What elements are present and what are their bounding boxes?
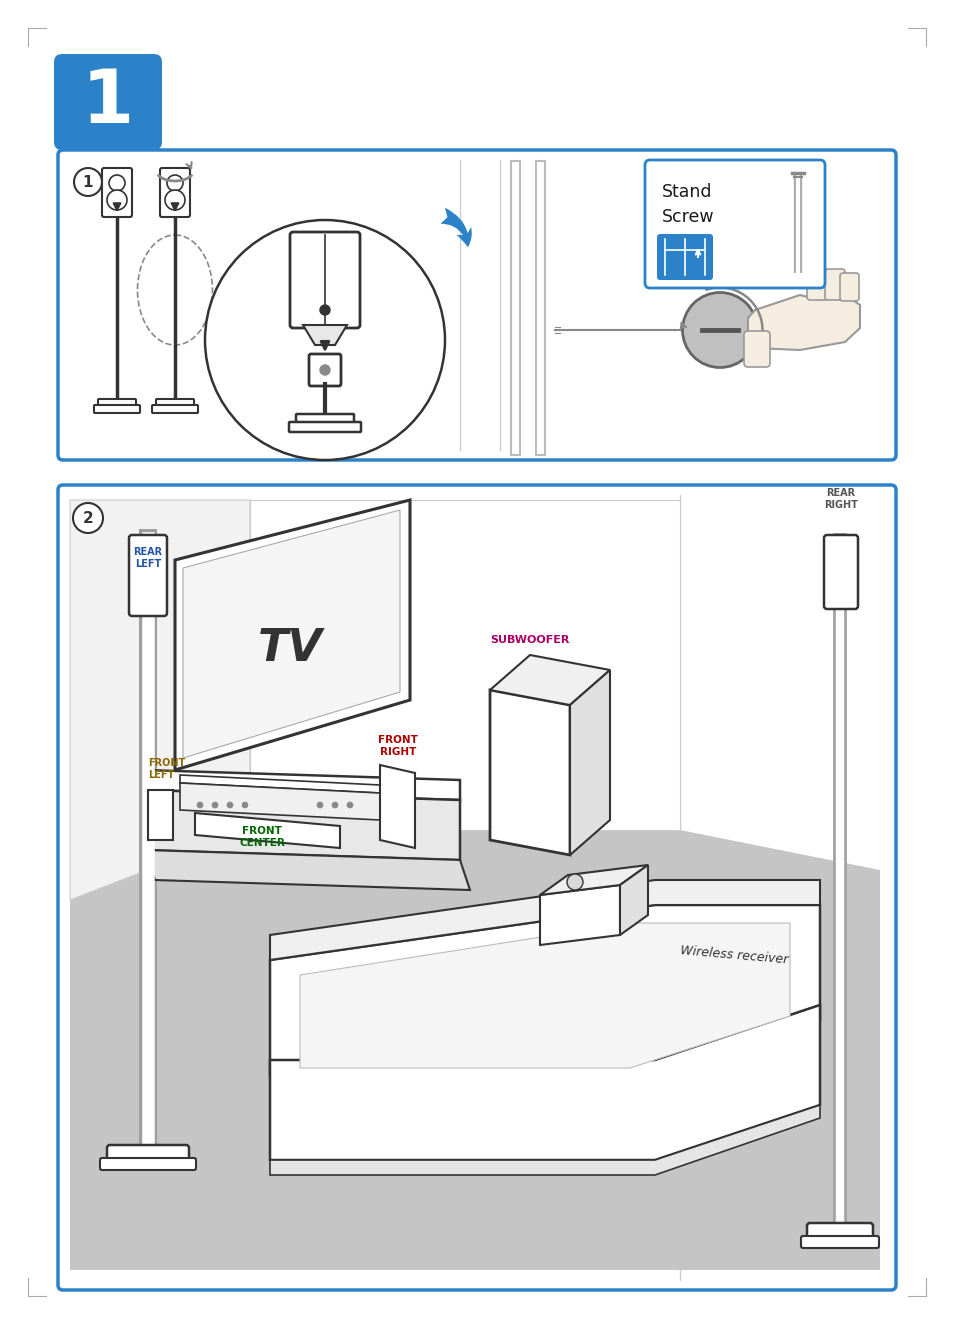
Polygon shape — [270, 880, 820, 960]
FancyBboxPatch shape — [54, 54, 162, 150]
Polygon shape — [70, 500, 250, 900]
FancyBboxPatch shape — [824, 269, 844, 301]
Polygon shape — [539, 884, 619, 945]
FancyBboxPatch shape — [743, 331, 769, 367]
Circle shape — [109, 175, 125, 191]
Text: Stand
Screw
x 2: Stand Screw x 2 — [661, 183, 714, 252]
Text: FRONT
RIGHT: FRONT RIGHT — [377, 735, 417, 757]
Polygon shape — [490, 690, 569, 855]
Circle shape — [212, 802, 218, 808]
Circle shape — [167, 175, 183, 191]
FancyBboxPatch shape — [58, 485, 895, 1290]
Circle shape — [205, 220, 444, 459]
FancyBboxPatch shape — [295, 414, 354, 426]
FancyBboxPatch shape — [152, 405, 198, 413]
Circle shape — [196, 802, 203, 808]
FancyBboxPatch shape — [156, 399, 193, 409]
Text: FRONT
CENTER: FRONT CENTER — [239, 826, 285, 847]
FancyBboxPatch shape — [94, 405, 140, 413]
Polygon shape — [299, 923, 789, 1068]
Text: REAR
RIGHT: REAR RIGHT — [823, 489, 857, 510]
Polygon shape — [250, 500, 679, 830]
Polygon shape — [145, 790, 459, 861]
Polygon shape — [174, 500, 410, 771]
FancyBboxPatch shape — [58, 150, 895, 459]
FancyBboxPatch shape — [290, 232, 359, 328]
Polygon shape — [490, 655, 609, 704]
FancyBboxPatch shape — [801, 1237, 878, 1249]
Ellipse shape — [681, 293, 757, 368]
Polygon shape — [539, 865, 647, 895]
FancyBboxPatch shape — [102, 168, 132, 217]
FancyBboxPatch shape — [806, 1223, 872, 1243]
FancyBboxPatch shape — [823, 535, 857, 609]
Polygon shape — [180, 775, 379, 793]
Text: REAR
LEFT: REAR LEFT — [133, 547, 162, 569]
Polygon shape — [148, 790, 172, 839]
FancyBboxPatch shape — [129, 535, 167, 616]
Polygon shape — [270, 1005, 820, 1075]
Polygon shape — [145, 850, 470, 890]
Text: TV: TV — [257, 626, 322, 670]
Circle shape — [107, 191, 127, 211]
FancyBboxPatch shape — [98, 399, 136, 409]
Circle shape — [74, 168, 102, 196]
Text: FRONT
LEFT: FRONT LEFT — [148, 759, 185, 780]
Text: 1: 1 — [83, 175, 93, 189]
Polygon shape — [569, 670, 609, 855]
Polygon shape — [194, 813, 339, 847]
Polygon shape — [180, 782, 379, 820]
Circle shape — [566, 874, 582, 890]
FancyBboxPatch shape — [309, 354, 340, 387]
Circle shape — [242, 802, 248, 808]
Polygon shape — [183, 510, 399, 759]
Text: Wireless receiver: Wireless receiver — [679, 944, 788, 967]
FancyBboxPatch shape — [160, 168, 190, 217]
FancyBboxPatch shape — [644, 160, 824, 289]
Circle shape — [347, 802, 353, 808]
Polygon shape — [619, 865, 647, 935]
Polygon shape — [747, 295, 859, 350]
Circle shape — [227, 802, 233, 808]
FancyBboxPatch shape — [840, 273, 858, 301]
Polygon shape — [70, 830, 879, 1270]
Circle shape — [73, 503, 103, 534]
FancyBboxPatch shape — [657, 234, 712, 279]
Polygon shape — [303, 324, 347, 346]
FancyBboxPatch shape — [100, 1158, 195, 1170]
FancyBboxPatch shape — [107, 1145, 189, 1165]
Polygon shape — [145, 771, 459, 800]
FancyBboxPatch shape — [289, 422, 360, 432]
Text: SUBWOOFER: SUBWOOFER — [490, 636, 569, 645]
Circle shape — [319, 365, 330, 375]
Circle shape — [165, 191, 185, 211]
Text: 2: 2 — [83, 511, 93, 526]
Polygon shape — [270, 1005, 820, 1160]
Circle shape — [332, 802, 337, 808]
Circle shape — [319, 305, 330, 315]
Polygon shape — [379, 765, 415, 847]
Text: 1: 1 — [82, 65, 134, 139]
FancyBboxPatch shape — [806, 271, 827, 301]
Polygon shape — [270, 1106, 820, 1174]
Polygon shape — [270, 906, 820, 1075]
Circle shape — [316, 802, 323, 808]
